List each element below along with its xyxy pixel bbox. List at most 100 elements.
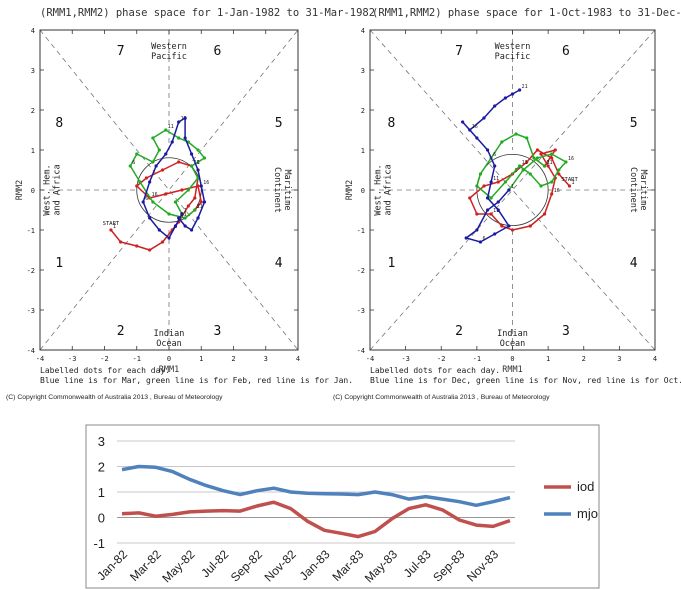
day-dot-red bbox=[160, 240, 165, 244]
day-dot-red bbox=[539, 152, 543, 156]
y-tick-label: 2 bbox=[31, 107, 35, 115]
region-label-west-hem-africa: and Africa bbox=[384, 164, 394, 215]
trajectory-line-blue bbox=[142, 116, 206, 240]
day-dot-green bbox=[183, 216, 187, 220]
day-dot-red bbox=[550, 156, 554, 160]
day-dot-red bbox=[199, 200, 203, 204]
day-dot-green bbox=[138, 180, 142, 184]
day-dot-blue bbox=[493, 232, 497, 236]
y-tick-label: 4 bbox=[31, 27, 35, 35]
x-tick-label: 0 bbox=[167, 355, 171, 363]
x-tick-label: 4 bbox=[296, 355, 300, 363]
day-dot-red bbox=[528, 224, 532, 228]
day-dot-red bbox=[177, 160, 181, 164]
chart-frame bbox=[85, 424, 600, 589]
phase-number: 3 bbox=[562, 324, 570, 339]
day-label: 21 bbox=[197, 204, 203, 210]
start-label: START bbox=[103, 221, 120, 227]
phase-number: 3 bbox=[213, 324, 221, 339]
y-tick-label: 3 bbox=[31, 67, 35, 75]
phase-diagram-body: -4 -3 -2 -1 0 1 2 3 4 -4 -3 -2 -1 0 1 2 3 4 RMM1 RMM2 1 2 3 4 5 6… bbox=[345, 27, 657, 375]
phase-number: 1 bbox=[55, 256, 63, 271]
copyright: (C) Copyright Commonwealth of Australia … bbox=[6, 394, 223, 401]
day-dot-green bbox=[186, 188, 190, 192]
day-dot-red bbox=[542, 212, 547, 216]
y-tick-label: 1 bbox=[98, 485, 105, 500]
day-dot-green bbox=[564, 160, 568, 164]
day-dot-blue bbox=[485, 148, 490, 152]
trajectory-line-green bbox=[476, 133, 568, 200]
y-tick-label: 2 bbox=[98, 460, 105, 475]
day-dot-blue bbox=[202, 200, 207, 204]
region-label-west-hem-africa: and Africa bbox=[53, 164, 63, 215]
day-dot-blue bbox=[196, 168, 200, 172]
phase-number: 2 bbox=[117, 324, 125, 339]
day-dot-blue bbox=[173, 224, 178, 228]
day-dot-blue bbox=[489, 180, 493, 184]
day-dot-green bbox=[151, 136, 155, 140]
x-axis-label: RMM1 bbox=[159, 365, 179, 375]
y-axis-label: RMM2 bbox=[345, 180, 355, 200]
day-dot-green bbox=[514, 132, 518, 136]
y-axis-label: RMM2 bbox=[15, 180, 25, 200]
day-dot-blue bbox=[180, 212, 184, 216]
legend-label-mjo: mjo bbox=[577, 506, 598, 521]
region-label-indian-ocean: Indian bbox=[497, 329, 528, 339]
x-tick-label: -3 bbox=[401, 355, 409, 363]
day-dot-green bbox=[167, 212, 171, 216]
day-label: 6 bbox=[132, 160, 135, 166]
day-dot-green bbox=[478, 172, 483, 176]
y-tick-label: 0 bbox=[361, 187, 365, 195]
x-tick-label: -4 bbox=[366, 355, 374, 363]
day-dot-blue bbox=[167, 236, 171, 240]
day-dot-blue bbox=[461, 120, 465, 124]
day-label: 11 bbox=[522, 160, 528, 166]
day-label: 16 bbox=[472, 124, 478, 130]
x-tick-label: -3 bbox=[68, 355, 76, 363]
y-tick-label: 0 bbox=[31, 187, 35, 195]
y-tick-label: -2 bbox=[27, 267, 35, 275]
region-label-western-pacific: Pacific bbox=[495, 52, 531, 62]
day-dot-red bbox=[550, 192, 554, 196]
day-dot-blue bbox=[482, 116, 486, 120]
day-dot-green bbox=[489, 196, 493, 200]
region-label-maritime-continent: Continent bbox=[628, 167, 638, 213]
day-dot-blue bbox=[177, 216, 181, 220]
x-tick-label: -4 bbox=[36, 355, 44, 363]
day-dot-green bbox=[151, 160, 155, 164]
day-dot-blue bbox=[148, 180, 152, 184]
y-tick-label: -4 bbox=[27, 347, 35, 355]
y-tick-label: -1 bbox=[93, 536, 105, 551]
x-tick-label: 3 bbox=[617, 355, 621, 363]
day-dot-red bbox=[119, 240, 123, 244]
day-dot-blue bbox=[164, 152, 168, 156]
day-label: 1 bbox=[511, 184, 514, 190]
x-axis-label: RMM1 bbox=[502, 365, 522, 375]
day-dot-blue bbox=[493, 164, 497, 168]
day-label: 11 bbox=[168, 124, 174, 130]
region-label-west-hem-africa: West. Hem. bbox=[43, 164, 53, 215]
day-dot-green bbox=[202, 156, 207, 160]
phase-diagram-note-1: Labelled dots for each day. bbox=[40, 366, 170, 375]
day-label: 21 bbox=[522, 84, 528, 90]
phase-number: 1 bbox=[387, 256, 395, 271]
series-line-iod bbox=[121, 500, 511, 539]
day-dot-green bbox=[193, 208, 197, 212]
day-dot-blue bbox=[141, 200, 145, 204]
y-tick-label: 0 bbox=[98, 511, 105, 526]
day-dot-red bbox=[148, 248, 152, 252]
day-dot-red bbox=[144, 176, 149, 180]
phase-number: 8 bbox=[55, 116, 63, 131]
day-dot-blue bbox=[183, 136, 187, 140]
day-label: 16 bbox=[203, 180, 209, 186]
day-dot-green bbox=[525, 136, 529, 140]
day-dot-red bbox=[164, 192, 168, 196]
day-dot-blue bbox=[170, 140, 174, 144]
day-dot-blue bbox=[507, 224, 511, 228]
phase-diagram-note-2: Blue line is for Mar, green line is for … bbox=[40, 376, 353, 385]
day-dot-red bbox=[193, 196, 197, 200]
day-dot-red bbox=[557, 172, 561, 176]
day-label: 1 bbox=[197, 204, 200, 210]
day-dot-red bbox=[160, 168, 165, 172]
